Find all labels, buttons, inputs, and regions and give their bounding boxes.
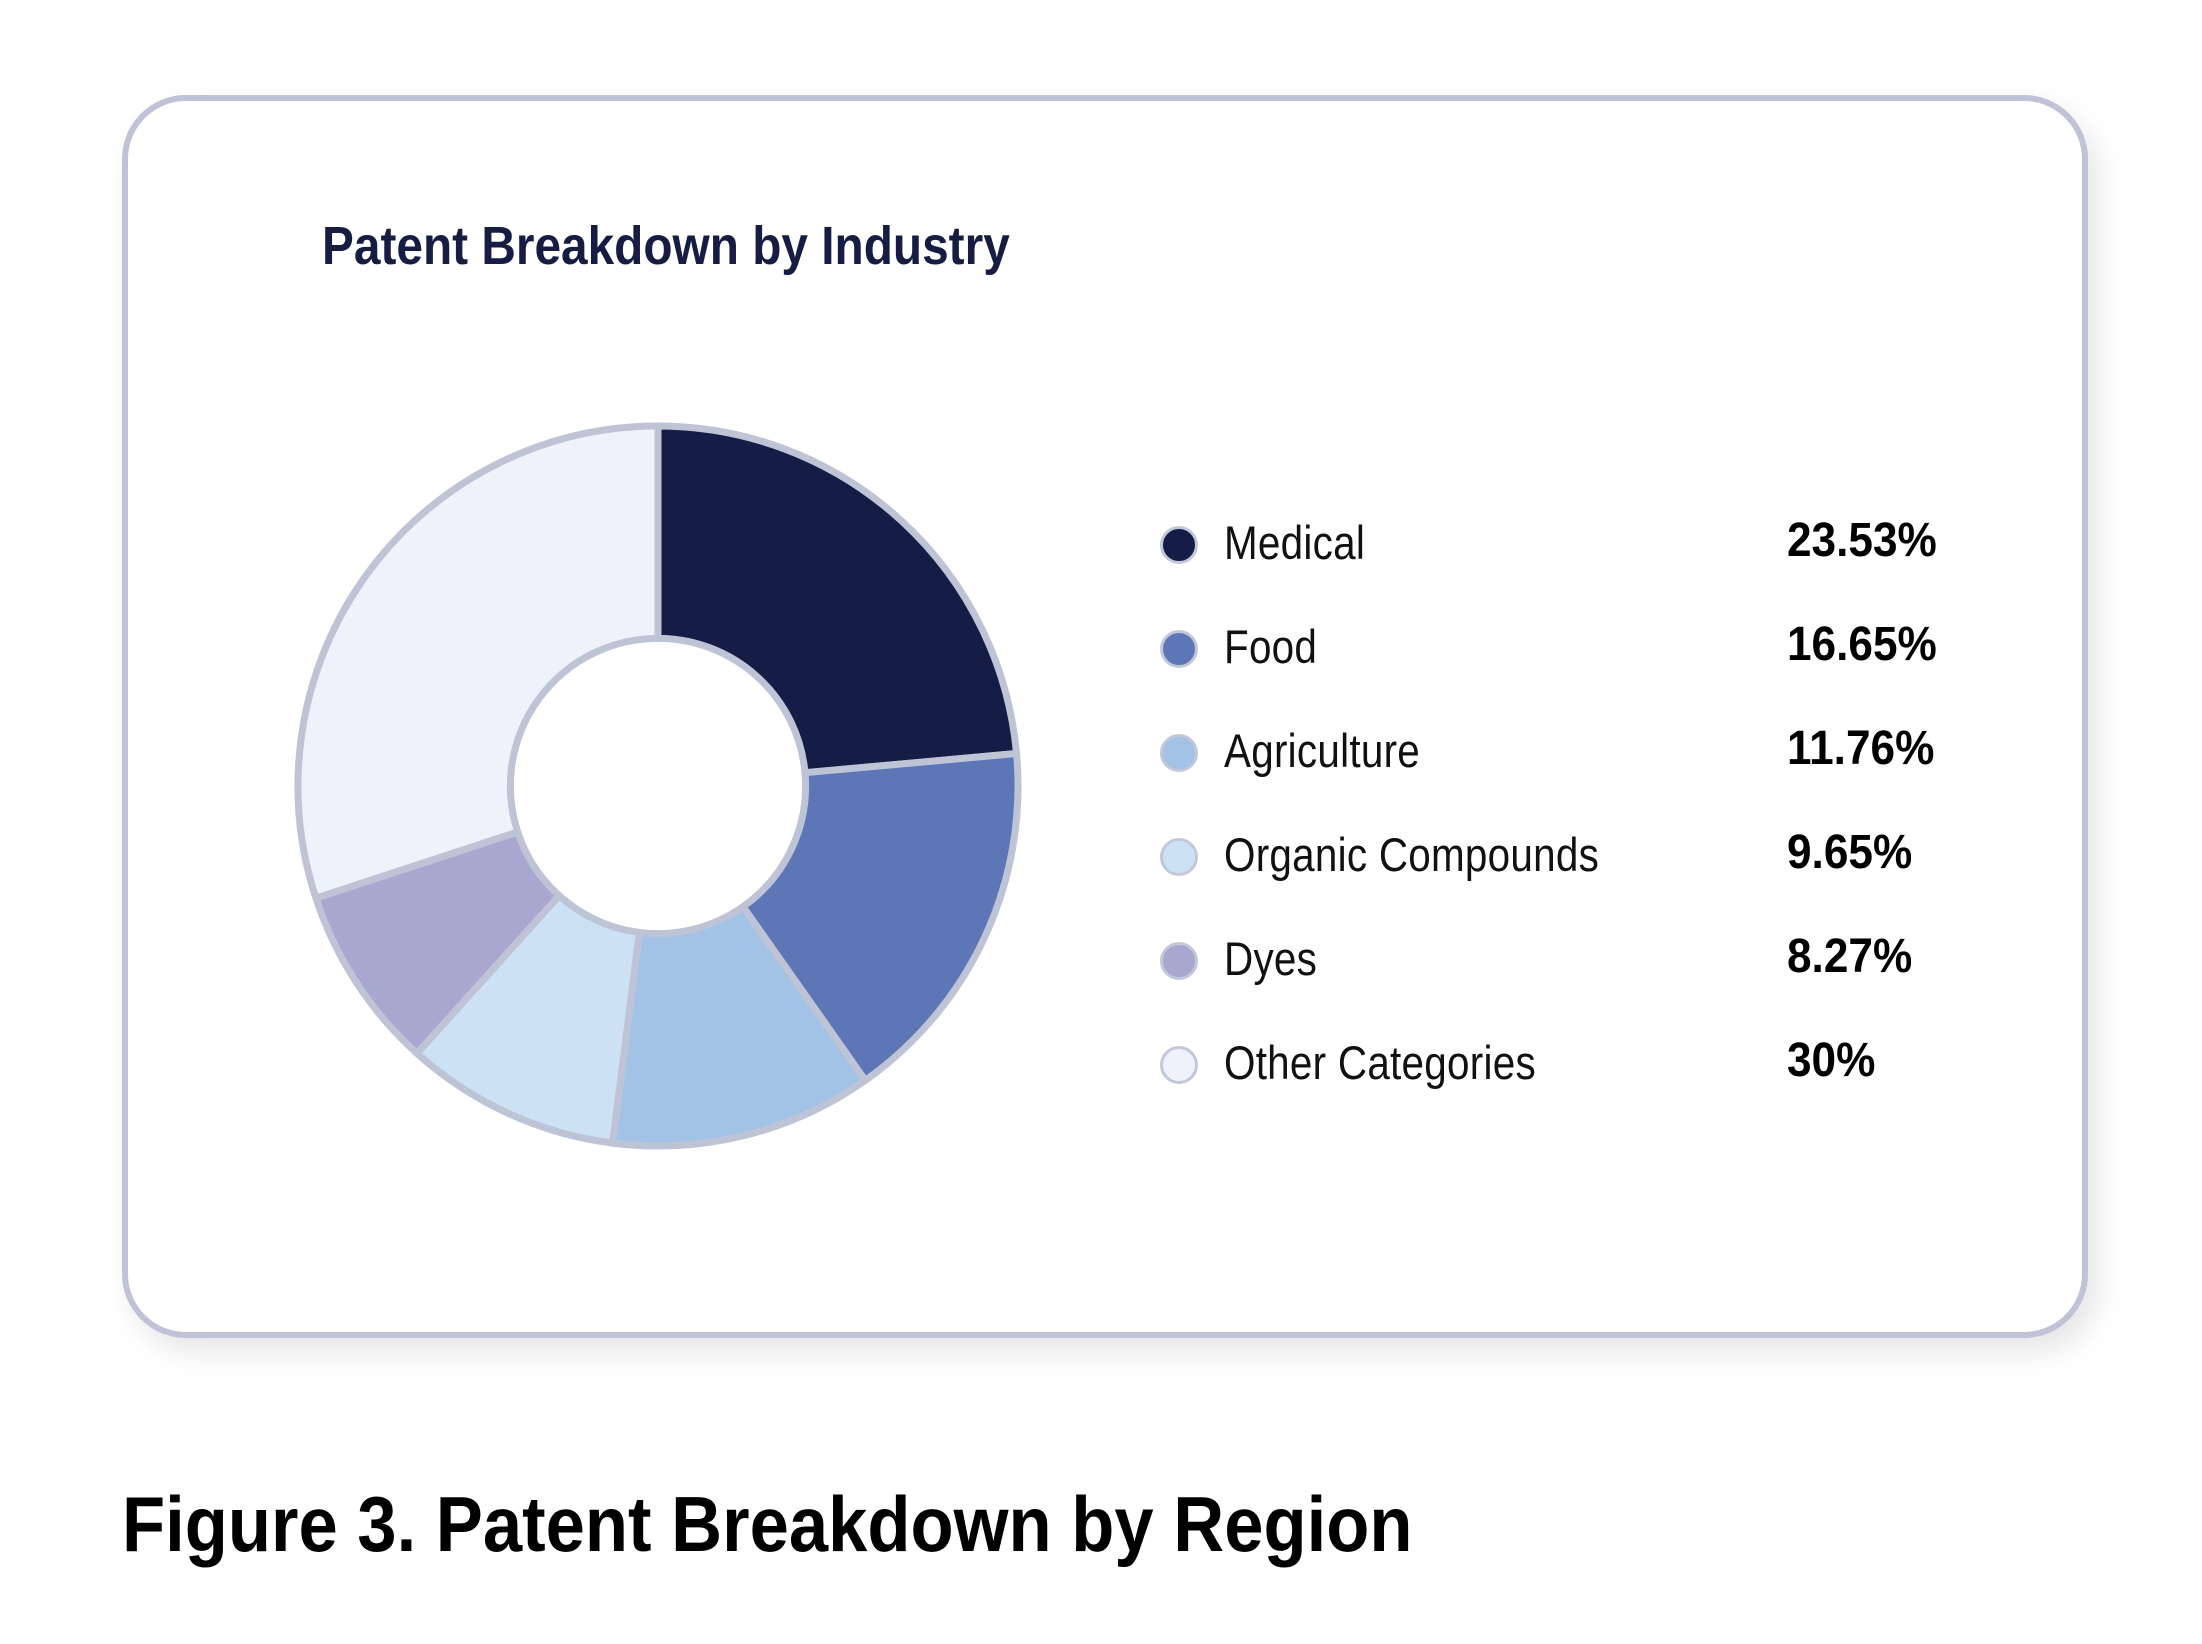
figure-caption: Figure 3. Patent Breakdown by Region <box>122 1480 1413 1568</box>
legend-dot-icon <box>1160 942 1198 980</box>
legend-item-medical: Medical 23.53% <box>1160 492 2020 596</box>
legend-dot-icon <box>1160 734 1198 772</box>
donut-segment-other-categories <box>294 422 662 902</box>
legend-value: 11.76% <box>1787 722 1935 775</box>
legend-item-food: Food 16.65% <box>1160 596 2020 700</box>
donut-segment-agriculture <box>609 903 869 1150</box>
legend-item-organic-compounds: Organic Compounds 9.65% <box>1160 804 2020 908</box>
legend-label: Other Categories <box>1224 1036 1536 1089</box>
legend-label: Food <box>1224 620 1318 673</box>
legend-label: Agriculture <box>1224 724 1421 777</box>
donut-segment-organic-compounds <box>413 892 643 1147</box>
legend-dot-icon <box>1160 630 1198 668</box>
legend-value: 9.65% <box>1787 826 1913 879</box>
donut-chart <box>278 406 1038 1166</box>
legend-value: 16.65% <box>1787 618 1937 671</box>
legend-dot-icon <box>1160 526 1198 564</box>
legend-label: Dyes <box>1224 932 1318 985</box>
chart-legend: Medical 23.53% Food 16.65% Agriculture 1… <box>1160 492 2020 1116</box>
legend-value: 30% <box>1787 1034 1876 1087</box>
donut-segment-medical <box>654 422 1021 777</box>
chart-title: Patent Breakdown by Industry <box>322 216 1010 276</box>
legend-value: 23.53% <box>1787 514 1937 567</box>
legend-label: Organic Compounds <box>1224 828 1600 881</box>
legend-item-other-categories: Other Categories 30% <box>1160 1012 2020 1116</box>
legend-label: Medical <box>1224 516 1366 569</box>
legend-item-dyes: Dyes 8.27% <box>1160 908 2020 1012</box>
legend-value: 8.27% <box>1787 930 1913 983</box>
legend-dot-icon <box>1160 1046 1198 1084</box>
legend-dot-icon <box>1160 838 1198 876</box>
donut-chart-svg <box>294 422 1022 1150</box>
legend-item-agriculture: Agriculture 11.76% <box>1160 700 2020 804</box>
